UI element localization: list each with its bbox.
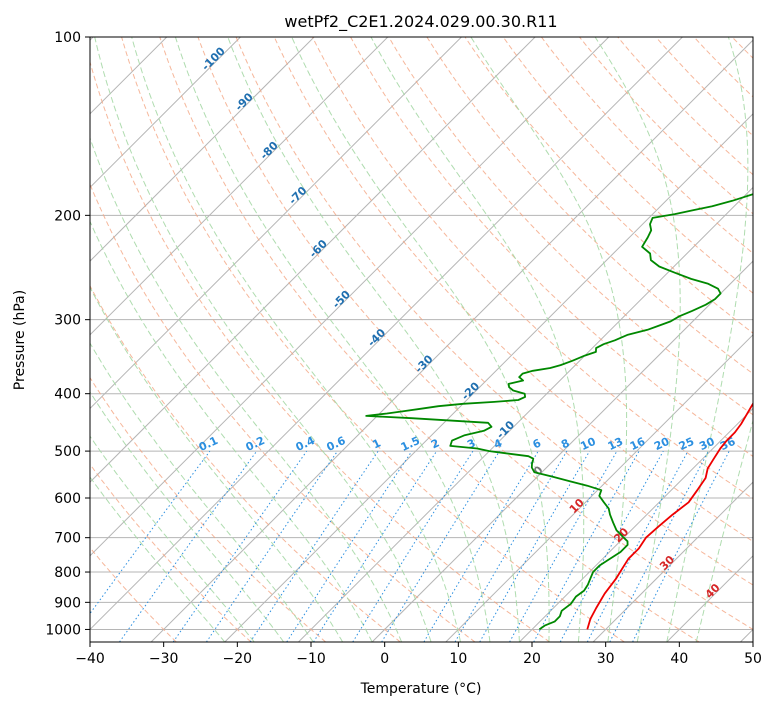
isotherm-line (519, 407, 753, 642)
moist-adiabat-line (131, 37, 461, 642)
mixing-ratio-line (90, 450, 211, 615)
mixing-ratio-line (381, 450, 500, 642)
moist-adiabat-line (227, 37, 520, 642)
isotherm-line (371, 260, 753, 642)
dry-adiabat-line (426, 37, 753, 375)
moist-adiabat-line (90, 435, 255, 642)
y-axis-label: Pressure (hPa) (12, 290, 28, 390)
x-tick-label: 50 (744, 651, 762, 667)
moist-adiabat-line (470, 37, 628, 642)
moist-adiabat-line (90, 220, 373, 642)
dry-adiabat-line (90, 463, 252, 642)
data-series (365, 193, 753, 631)
dry-adiabat-line (90, 284, 401, 642)
dry-adiabat-line (502, 37, 753, 294)
isotherm-lines (90, 37, 753, 642)
mixing-ratio-line (172, 450, 308, 642)
isotherm-line (90, 37, 462, 410)
isotherm-line (90, 37, 389, 336)
isotherm-line (592, 481, 753, 642)
dry-adiabat-line (388, 37, 753, 416)
mixing-ratio-line (533, 450, 640, 642)
dry-adiabat-line (311, 37, 753, 500)
y-tick-label: 600 (54, 491, 81, 507)
y-tick-label: 500 (54, 444, 81, 460)
dry-adiabat-line (90, 546, 177, 642)
y-tick-label: 700 (54, 531, 81, 547)
mixing-ratio-label: 10 (578, 435, 598, 453)
mixing-ratio-line (119, 450, 258, 642)
mixing-ratio-line (313, 450, 438, 642)
x-tick-label: −30 (149, 651, 179, 667)
mixing-ratio-label: 20 (652, 435, 672, 453)
x-tick-label: 20 (523, 651, 541, 667)
x-tick-label: −40 (75, 651, 105, 667)
dry-adiabat-lines (90, 37, 753, 642)
chart-title: wetPf2_C2E1.2024.029.00.30.R11 (284, 12, 557, 32)
y-tick-label: 1000 (45, 622, 81, 638)
mixing-ratio-label: 16 (628, 435, 648, 453)
dry-adiabat-line (235, 37, 753, 586)
mixing-ratio-label: 13 (606, 435, 625, 453)
x-tick-label: −20 (223, 651, 253, 667)
isotherm-line (90, 37, 683, 631)
dry-adiabat-line (90, 376, 327, 642)
mixing-ratio-line (249, 450, 379, 642)
temperature-profile-line (586, 402, 753, 630)
isotherm-line (90, 37, 315, 262)
mixing-ratio-line (286, 450, 413, 642)
moist-adiabat-lines (90, 37, 753, 642)
x-tick-label: 10 (449, 651, 467, 667)
x-tick-label: 40 (670, 651, 688, 667)
isotherm-line (224, 113, 753, 642)
y-tick-label: 200 (54, 208, 81, 224)
plot-area: 0.1 0.2 0.4 0.6 1 1.5 2 3 4 6 8 10 13 16 20 25 30 36-100-… (90, 37, 753, 642)
moist-adiabat-line (291, 37, 550, 642)
isotherm-line (90, 37, 610, 557)
moist-adiabat-line (594, 37, 681, 642)
moist-adiabat-line (90, 476, 226, 642)
isotherm-line (150, 39, 753, 642)
mixing-ratio-label: 30 (697, 435, 717, 453)
y-tick-label: 300 (54, 313, 81, 329)
plot-frame (89, 36, 754, 643)
dry-adiabat-line (159, 37, 700, 642)
y-tick-label: 900 (54, 595, 81, 611)
moist-adiabat-line (90, 286, 344, 642)
mixing-ratio-line (509, 450, 618, 642)
mixing-ratio-line (205, 450, 338, 642)
mixing-ratio-label: 25 (677, 435, 696, 453)
dry-adiabat-line (90, 60, 551, 642)
y-tick-label: 800 (54, 565, 81, 581)
x-tick-label: 30 (597, 651, 615, 667)
isotherm-line (445, 334, 753, 642)
y-axis-ticks: 100 200 300 400 500 600 700 800 900 1000 (45, 30, 90, 638)
moist-adiabat-line (174, 37, 491, 642)
isobar-gridlines (90, 37, 753, 630)
x-tick-label: −10 (296, 651, 326, 667)
dewpoint-profile-line (365, 193, 753, 631)
dry-adiabat-line (90, 183, 476, 642)
moist-adiabat-line (370, 37, 585, 642)
mixing-ratio-label: 36 (718, 435, 738, 453)
dry-adiabat-line (121, 37, 625, 642)
moist-adiabat-line (94, 37, 432, 642)
isotherm-line (90, 37, 241, 189)
mixing-ratio-line (352, 450, 474, 642)
dry-adiabat-line (197, 37, 753, 630)
y-tick-label: 100 (54, 30, 81, 46)
mixing-ratio-line (632, 450, 730, 642)
moist-adiabat-line (90, 136, 403, 642)
moist-adiabat-line (90, 391, 285, 642)
isotherm-line (90, 37, 536, 483)
y-tick-label: 400 (54, 387, 81, 403)
x-tick-label: 0 (380, 651, 389, 667)
x-axis-label: Temperature (°C) (360, 681, 482, 697)
x-axis-ticks: −40 −30 −20 −10 0 10 20 30 40 50 (75, 642, 762, 667)
